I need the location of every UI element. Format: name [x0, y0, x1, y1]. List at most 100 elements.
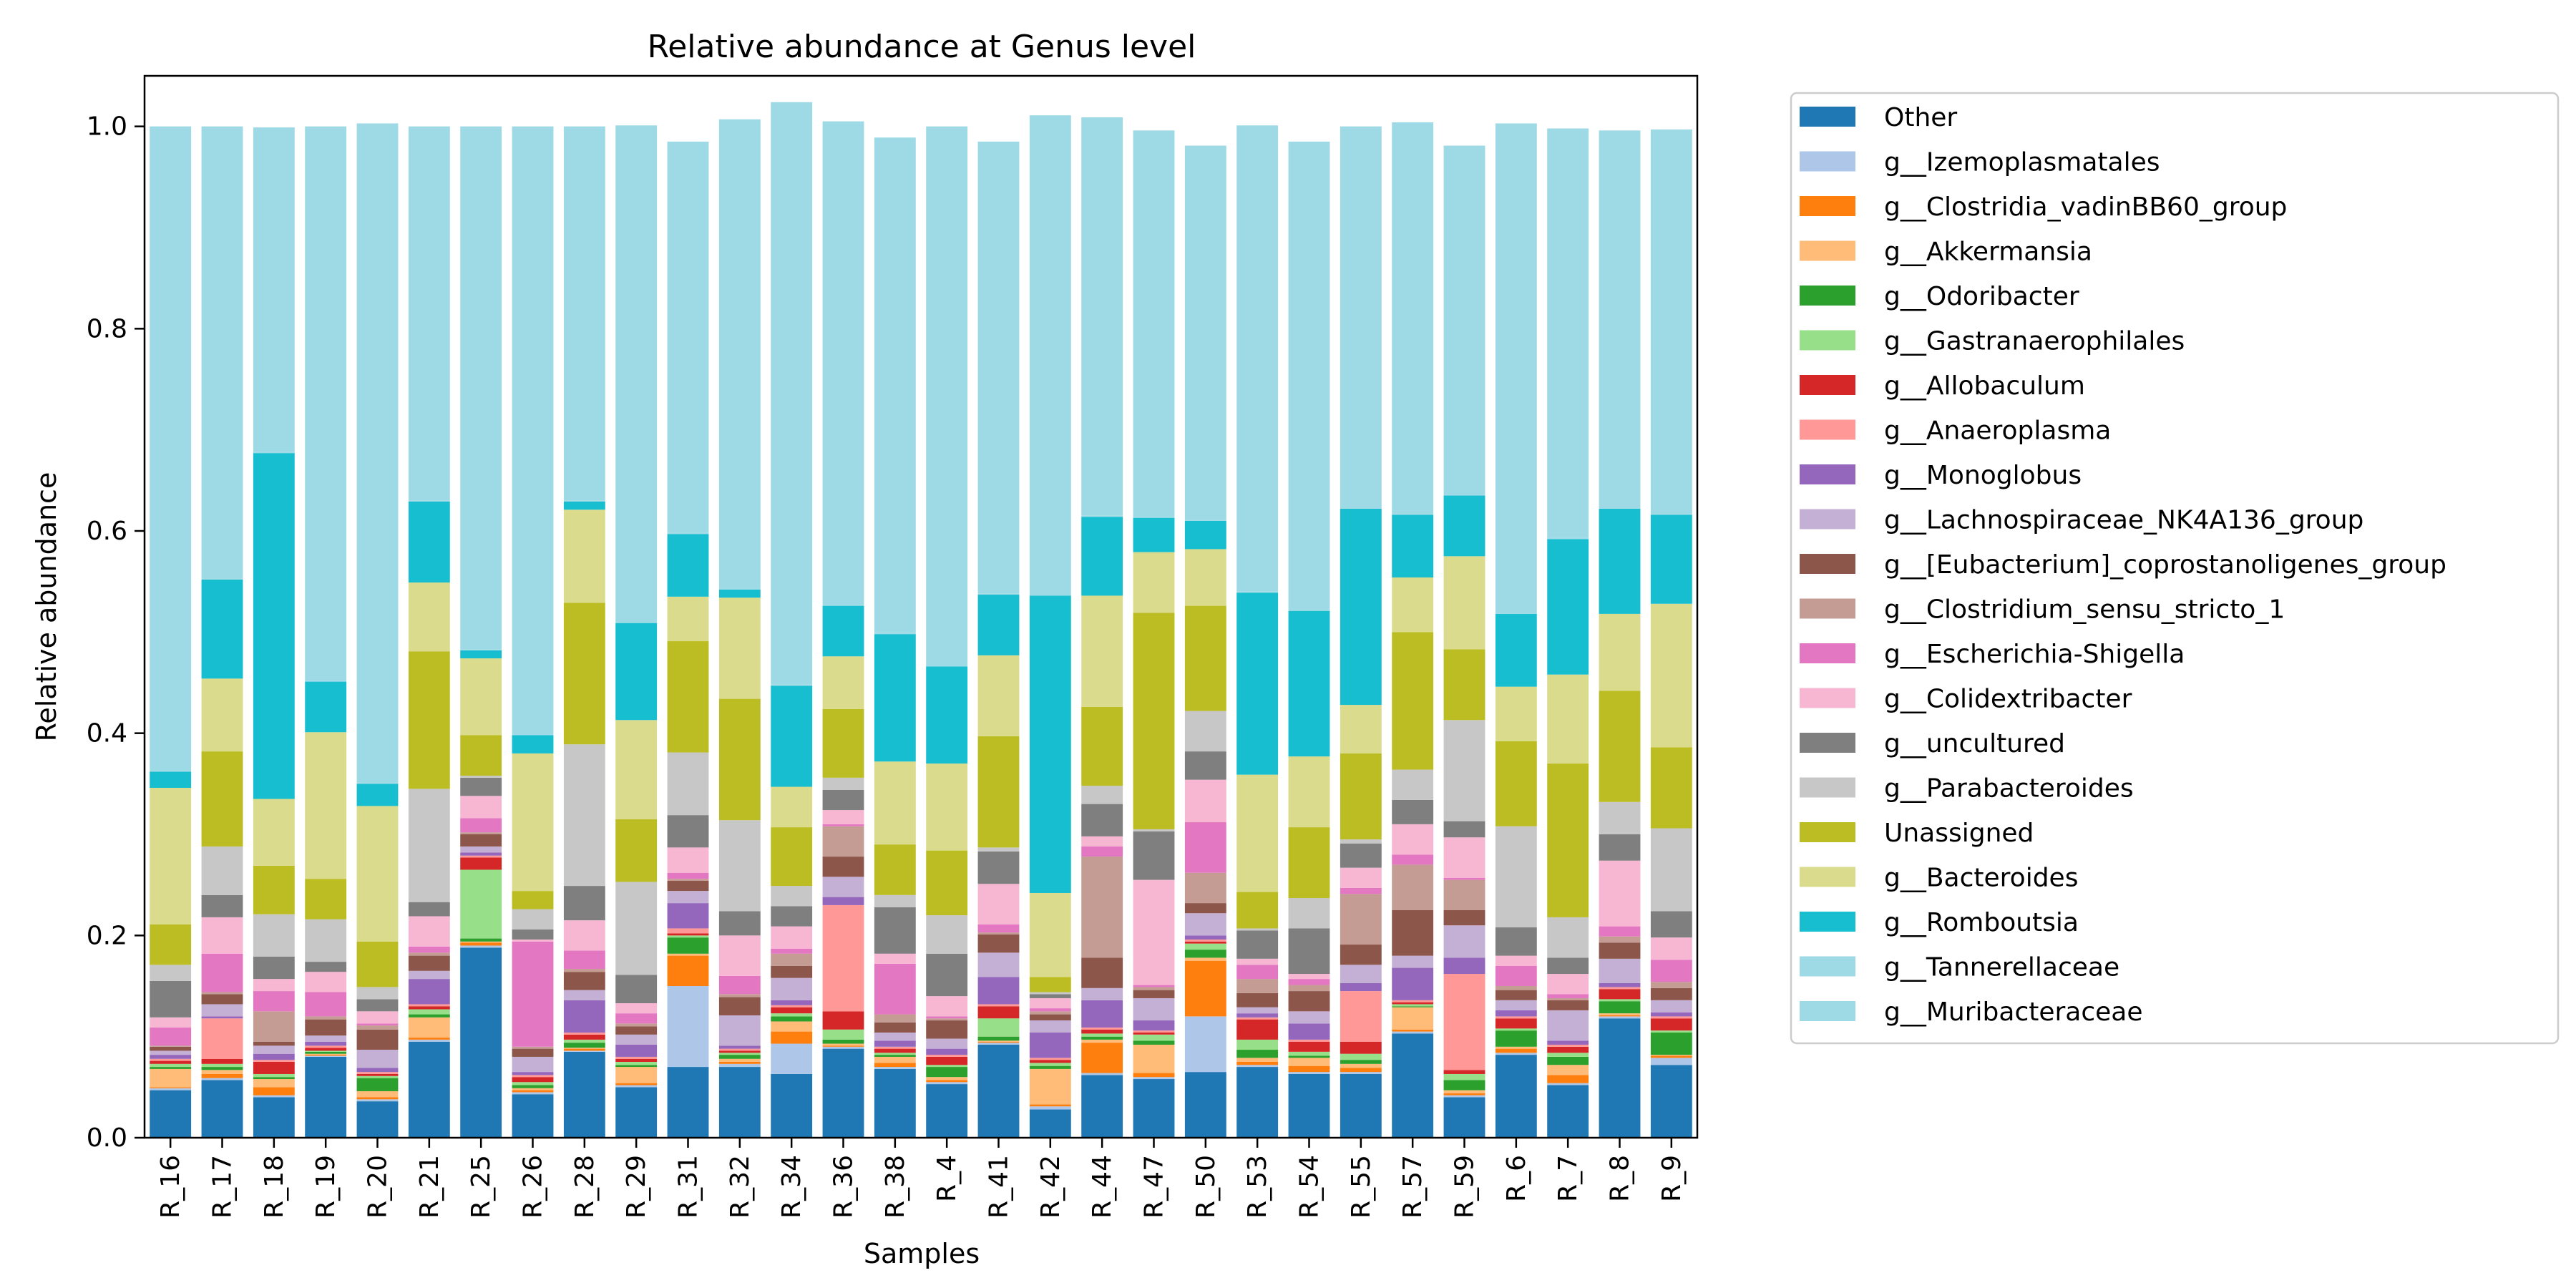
- bar-segment: [253, 453, 295, 799]
- bar-segment: [977, 1036, 1020, 1041]
- bar-segment: [822, 1046, 864, 1049]
- bar-segment: [1236, 1019, 1279, 1040]
- bar-segment: [1340, 1068, 1382, 1073]
- bar-segment: [1599, 508, 1641, 614]
- bar-segment: [977, 1004, 1020, 1007]
- bar-segment: [512, 1075, 554, 1078]
- bar-segment: [1133, 1034, 1175, 1041]
- bar-segment: [408, 1006, 450, 1010]
- bar-segment: [822, 121, 864, 605]
- bar-segment: [1547, 539, 1589, 675]
- bar-segment: [667, 141, 709, 533]
- bar-segment: [615, 819, 658, 882]
- bar-segment: [408, 1009, 450, 1015]
- bar-segment: [667, 534, 709, 597]
- bar-segment: [460, 832, 502, 834]
- bar-segment: [253, 979, 295, 992]
- bar-segment: [356, 1029, 399, 1050]
- bar-segment: [1133, 1040, 1175, 1045]
- bar-segment: [150, 1090, 192, 1138]
- bar-segment: [1029, 1106, 1071, 1110]
- bar-segment: [1392, 799, 1434, 824]
- bar-segment: [771, 886, 813, 907]
- bar-segment: [718, 975, 761, 995]
- bar-segment: [771, 1007, 813, 1014]
- bar-segment: [460, 855, 502, 858]
- bar-segment: [718, 935, 761, 976]
- bar-segment: [926, 1080, 968, 1083]
- bar-segment: [512, 1056, 554, 1073]
- bar-segment: [1081, 857, 1123, 958]
- bar-segment: [201, 846, 243, 895]
- legend-label: g__Bacteroides: [1884, 864, 2078, 893]
- bar-segment: [408, 651, 450, 789]
- bar-segment: [1081, 786, 1123, 804]
- bar-segment: [1029, 1109, 1071, 1138]
- bar-segment: [305, 1056, 347, 1138]
- legend-label: g__Escherichia-Shigella: [1884, 640, 2185, 669]
- bar-segment: [1495, 1010, 1537, 1017]
- x-tick-label: R_29: [622, 1155, 651, 1219]
- bar-segment: [1133, 831, 1175, 880]
- bar-segment: [1650, 1033, 1692, 1055]
- bar-segment: [253, 1053, 295, 1060]
- bar-segment: [1340, 867, 1382, 888]
- bar-segment: [1340, 965, 1382, 983]
- bar-segment: [1236, 1017, 1279, 1020]
- bar-segment: [1392, 1033, 1434, 1138]
- bar-segment: [1081, 987, 1123, 1000]
- legend-label: g__Clostridium_sensu_stricto_1: [1884, 595, 2285, 625]
- legend-frame: [1790, 92, 2560, 1045]
- bar-segment: [150, 980, 192, 1018]
- bar-segment: [253, 1095, 295, 1098]
- bar-segment: [1133, 1030, 1175, 1033]
- bar-segment: [1392, 769, 1434, 800]
- bar-segment: [1599, 989, 1641, 1000]
- bar-segment: [874, 953, 916, 964]
- bar-segment: [1081, 1043, 1123, 1073]
- bar-segment: [201, 1080, 243, 1138]
- bar-segment: [1184, 605, 1226, 711]
- bar-segment: [1133, 1077, 1175, 1080]
- bar-segment: [1184, 711, 1226, 752]
- bar-segment: [305, 1041, 347, 1046]
- bar-segment: [305, 919, 347, 962]
- bar-segment: [771, 926, 813, 949]
- legend-label: g__Lachnospiraceae_NK4A136_group: [1884, 506, 2363, 535]
- legend-swatch: [1800, 956, 1855, 977]
- bar-segment: [926, 953, 968, 997]
- bar-segment: [1029, 1058, 1071, 1060]
- bar-segment: [1081, 804, 1123, 836]
- bar-segment: [1133, 879, 1175, 985]
- bar-segment: [1081, 517, 1123, 596]
- bar-segment: [1495, 1000, 1537, 1010]
- bar-segment: [874, 1053, 916, 1055]
- bar-segment: [1340, 982, 1382, 992]
- legend-label: g__Clostridia_vadinBB60_group: [1884, 192, 2287, 222]
- bar-segment: [1288, 1023, 1330, 1040]
- bar-segment: [1495, 826, 1537, 928]
- bar-segment: [1599, 987, 1641, 990]
- bar-segment: [512, 1077, 554, 1083]
- bar-segment: [771, 684, 813, 686]
- bar-segment: [822, 656, 864, 709]
- x-tick-label: R_53: [1243, 1155, 1272, 1219]
- bar-segment: [822, 1048, 864, 1138]
- bar-segment: [1650, 514, 1692, 604]
- bar-segment: [718, 588, 761, 590]
- bar-segment: [718, 1015, 761, 1046]
- bar-segment: [1392, 1029, 1434, 1032]
- bar-segment: [408, 1004, 450, 1007]
- bar-segment: [822, 904, 864, 1012]
- bar-segment: [1288, 1041, 1330, 1052]
- bar-segment: [1236, 1007, 1279, 1014]
- bar-segment: [926, 996, 968, 1017]
- x-tick-label: R_19: [311, 1155, 341, 1219]
- bar-segment: [408, 955, 450, 971]
- bar-segment: [1495, 1028, 1537, 1031]
- bar-segment: [874, 1022, 916, 1033]
- legend-swatch: [1800, 867, 1855, 887]
- bar-segment: [1547, 1065, 1589, 1075]
- bar-segment: [201, 126, 243, 579]
- bar-segment: [874, 844, 916, 895]
